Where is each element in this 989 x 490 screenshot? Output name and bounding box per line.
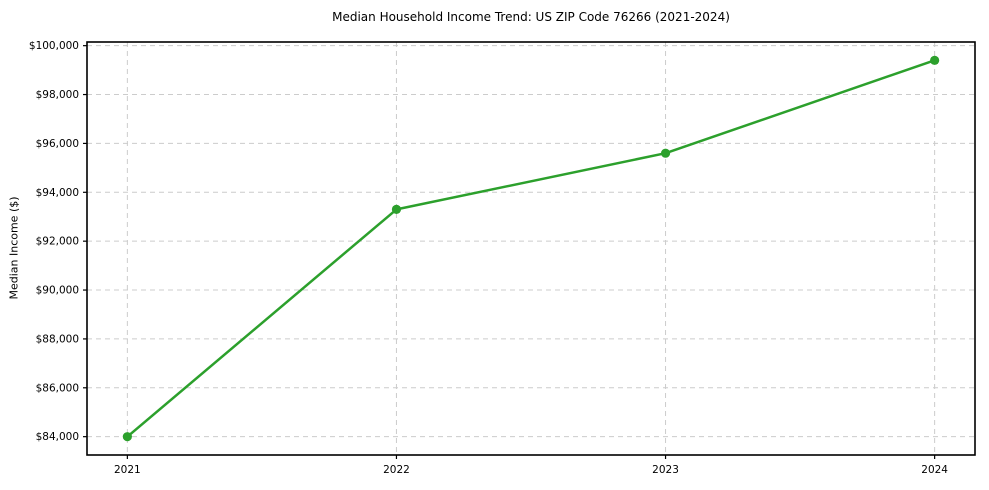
data-point: [391, 204, 402, 214]
axis-spine: [86, 41, 976, 456]
y-tick-label: $100,000: [29, 40, 79, 52]
x-tick-label: 2022: [383, 464, 410, 476]
data-point: [660, 148, 671, 158]
trend-line: [126, 59, 936, 438]
y-tick-label: $88,000: [36, 333, 79, 345]
y-tick-label: $98,000: [36, 89, 79, 101]
y-tick-label: $86,000: [36, 382, 79, 394]
y-tick-label: $84,000: [36, 431, 79, 443]
x-tick-label: 2024: [921, 464, 948, 476]
y-tick-label: $92,000: [36, 236, 79, 248]
y-tick-label: $94,000: [36, 187, 79, 199]
x-tick-label: 2021: [114, 464, 141, 476]
data-point: [122, 432, 132, 442]
y-tick-label: $96,000: [36, 138, 79, 150]
y-tick-label: $90,000: [36, 285, 79, 297]
data-point: [930, 55, 940, 65]
chart-title: Median Household Income Trend: US ZIP Co…: [332, 10, 730, 24]
x-tick-label: 2023: [652, 464, 679, 476]
